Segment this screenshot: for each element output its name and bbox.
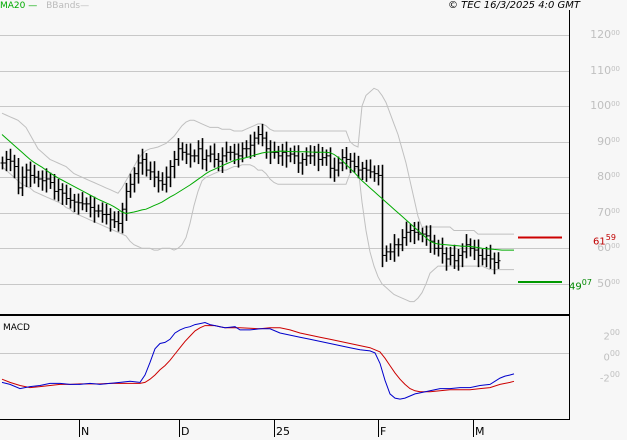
bollinger-bands: [1, 87, 514, 303]
legend-bbands[interactable]: BBands—: [46, 1, 90, 11]
x-axis-ticks: [79, 420, 474, 437]
price-axis-label: 11000: [590, 63, 620, 77]
price-axis-label: 7000: [597, 205, 620, 219]
bb-upper-line: [1, 87, 514, 235]
signal-line: [1, 325, 515, 393]
ma20-polyline: [1, 134, 514, 251]
chart-legend: MA20 — BBands—: [0, 0, 89, 12]
support-label: 4907: [569, 278, 592, 293]
price-gridlines: [0, 35, 569, 285]
macd-title: MACD: [3, 323, 30, 333]
date-axis-label: D: [181, 425, 190, 438]
date-axis-label: F: [380, 425, 387, 438]
price-axis-label: 5000: [597, 276, 620, 290]
support-resistance-lines: [518, 236, 562, 283]
price-axis-label: 9000: [597, 134, 620, 148]
date-axis-label: M: [475, 425, 485, 438]
ohlc-bars: [0, 123, 501, 275]
date-axis-label: 25: [276, 425, 290, 438]
bb-lower-line: [1, 164, 514, 303]
ma20-line: [1, 134, 514, 251]
macd-line: [1, 321, 515, 400]
macd-axis-label: 000: [603, 349, 620, 364]
macd-axis-label: 200: [603, 328, 620, 343]
price-axis-label: 10000: [590, 98, 620, 112]
macd-lines: [1, 321, 515, 400]
legend-ma20[interactable]: MA20 —: [0, 1, 38, 11]
price-axis-label: 8000: [597, 169, 620, 183]
date-axis-label: N: [81, 425, 90, 438]
copyright-timestamp: © TEC 16/3/2025 4:0 GMT: [448, 0, 580, 11]
price-axis-label: 12000: [590, 27, 620, 41]
macd-axis-label: -200: [599, 370, 620, 385]
resistance-label: 6159: [593, 233, 616, 248]
price-axis-label: 6000: [597, 240, 620, 254]
